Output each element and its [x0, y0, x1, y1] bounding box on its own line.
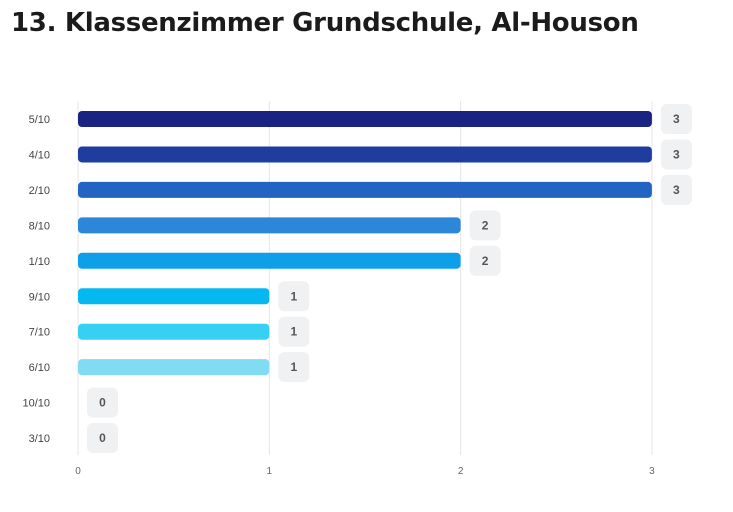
- value-label: 2: [469, 210, 501, 241]
- value-labels: 3 3 3 2 2 1 1 1 0 0: [87, 104, 692, 454]
- x-axis-ticks: 0 1 2 3: [75, 466, 655, 477]
- x-tick-label: 1: [267, 466, 273, 477]
- bar: [78, 217, 461, 234]
- value-label-box: [660, 139, 692, 170]
- chart-title: 13. Klassenzimmer Grundschule, Al-Houson: [11, 8, 639, 38]
- value-label: 3: [660, 174, 692, 205]
- category-label: 1/10: [29, 256, 50, 268]
- category-label: 2/10: [29, 185, 50, 197]
- bar: [78, 111, 652, 127]
- category-labels: 5/10 4/10 2/10 8/10 1/10 9/10 7/10 6/10 10/10 3/1…: [22, 114, 50, 445]
- value-label-text: 1: [290, 289, 297, 303]
- bar: [78, 252, 461, 269]
- value-label-text: 0: [99, 396, 106, 410]
- value-label-box: [278, 316, 310, 347]
- bar: [78, 359, 270, 376]
- category-label: 4/10: [29, 149, 50, 161]
- value-label-box: [87, 423, 118, 454]
- category-label: 5/10: [29, 114, 50, 126]
- value-label-text: 1: [290, 360, 297, 374]
- bars: [78, 111, 652, 376]
- value-label-box: [469, 245, 501, 276]
- category-label: 7/10: [29, 327, 50, 339]
- x-tick-label: 3: [649, 466, 655, 477]
- value-label-text: 2: [482, 218, 489, 232]
- value-label-box: [660, 174, 692, 205]
- bar: [78, 288, 270, 305]
- bar: [78, 181, 652, 198]
- value-label-box: [87, 387, 118, 418]
- category-label: 8/10: [29, 220, 50, 232]
- value-label-text: 3: [673, 183, 680, 197]
- value-label-text: 3: [673, 147, 680, 161]
- value-label: 1: [278, 352, 310, 383]
- value-label: 1: [278, 281, 310, 312]
- value-label-box: [278, 352, 310, 383]
- value-label-box: [278, 281, 310, 312]
- bar: [78, 146, 652, 163]
- value-label: 2: [469, 245, 501, 276]
- x-tick-label: 2: [458, 466, 464, 477]
- value-label-box: [660, 104, 692, 134]
- value-label-text: 0: [99, 431, 106, 445]
- bar: [78, 323, 270, 340]
- x-tick-label: 0: [75, 466, 81, 477]
- category-label: 10/10: [22, 398, 50, 410]
- value-label: 3: [660, 139, 692, 170]
- value-label-text: 3: [673, 112, 680, 126]
- category-label: 9/10: [29, 291, 50, 303]
- value-label-text: 2: [482, 254, 489, 268]
- value-label: 1: [278, 316, 310, 347]
- value-label: 0: [87, 423, 118, 454]
- value-label: 0: [87, 387, 118, 418]
- value-label-box: [469, 210, 501, 241]
- value-label-text: 1: [290, 325, 297, 339]
- category-label: 6/10: [29, 362, 50, 374]
- value-label: 3: [660, 104, 692, 134]
- category-label: 3/10: [29, 433, 50, 445]
